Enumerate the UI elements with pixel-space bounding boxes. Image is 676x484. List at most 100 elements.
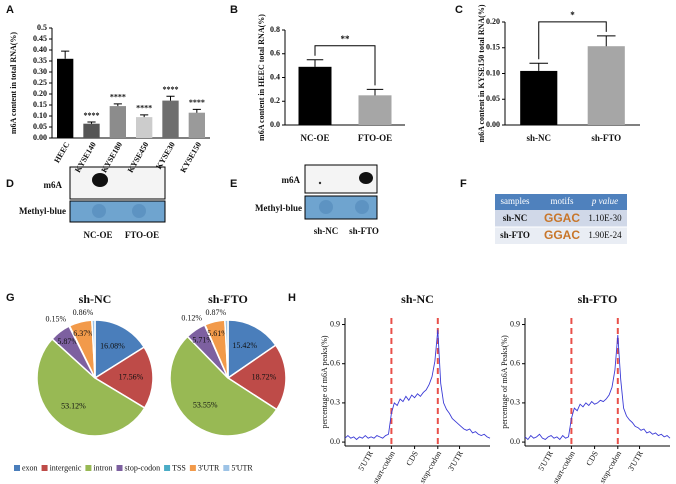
error-bar — [166, 95, 175, 101]
pie-title: sh-NC — [79, 292, 112, 306]
legend-label: intron — [93, 463, 112, 472]
blot-sample-label: sh-NC — [314, 226, 339, 236]
y-tick-label: 0.20 — [486, 17, 500, 26]
y-tick-label: 0.9 — [510, 319, 520, 328]
motif-logo: GGAC — [544, 211, 580, 225]
y-tick-label: 0.6 — [510, 359, 520, 368]
x-tick-label: stop-codon — [418, 449, 444, 484]
error-bar — [192, 108, 201, 113]
line-series — [344, 329, 491, 441]
y-tick-label: 0.05 — [486, 94, 500, 103]
significance-label: **** — [189, 98, 205, 107]
legend-swatch — [41, 465, 48, 471]
pie-value-label: 5.87% — [57, 337, 78, 346]
table-row — [495, 210, 627, 227]
pie-value-label: 0.87% — [206, 308, 227, 317]
x-tick-label: start-codon — [371, 449, 397, 484]
y-tick-label: 0.0 — [330, 437, 340, 446]
x-tick-label: KYSE150 — [178, 140, 203, 174]
x-tick-label: CDS — [404, 449, 420, 467]
y-axis-label: percentage of m6A peaks(%) — [320, 335, 329, 428]
significance-label: **** — [84, 111, 100, 120]
x-tick-label: NC-OE — [301, 133, 330, 143]
x-tick-label: 5'UTR — [356, 449, 375, 473]
blot-dot — [319, 200, 333, 214]
x-tick-label: 3'UTR — [446, 449, 465, 473]
blot-box — [69, 200, 166, 223]
panel-label: D — [6, 178, 14, 190]
legend-swatch — [85, 465, 92, 471]
panel-label: G — [6, 292, 15, 304]
blot-row-label: m6A — [282, 175, 301, 185]
bar — [358, 95, 392, 125]
pie-value-label: 5.71% — [192, 335, 213, 344]
blot-dot — [132, 204, 146, 218]
pie-value-label: 6.37% — [73, 329, 94, 338]
motif-table: samples motifs p value sh-NC GGAC 1.10E-… — [495, 194, 627, 244]
legend-swatch — [223, 465, 230, 471]
error-bar — [306, 59, 324, 67]
legend-label: intergenic — [50, 463, 82, 472]
pie-value-label: 53.55% — [193, 401, 218, 410]
y-tick-label: 0.6 — [330, 359, 340, 368]
blot-dot — [318, 181, 322, 185]
bar — [298, 66, 332, 125]
blot-row-label: m6A — [44, 180, 63, 190]
blot-sample-label: sh-FTO — [349, 226, 379, 236]
y-tick-label: 0.15 — [486, 43, 500, 52]
pie-slice — [93, 346, 154, 409]
blot-row-label: Methyl-blue — [19, 206, 66, 216]
table-cell: 1.90E-24 — [588, 230, 622, 240]
x-tick-label: CDS — [584, 449, 600, 467]
table-row — [495, 227, 627, 244]
panel-label: A — [6, 4, 14, 16]
error-bar — [87, 121, 96, 124]
table-header — [495, 194, 627, 210]
significance-bracket — [538, 21, 607, 60]
pie-slice — [94, 319, 146, 380]
panel-label: C — [455, 4, 463, 16]
x-tick-label: start-codon — [551, 449, 577, 484]
error-bar — [61, 50, 70, 59]
bar — [136, 117, 153, 138]
pie-title: sh-FTO — [208, 292, 248, 306]
y-tick-label: 0.2 — [270, 96, 280, 105]
y-tick-label: 0.40 — [33, 45, 47, 54]
pie-value-label: 18.72% — [252, 372, 277, 381]
y-tick-label: 0.8 — [270, 25, 280, 34]
panel-label: E — [230, 178, 237, 190]
pie-value-label: 0.12% — [181, 313, 202, 322]
bar — [83, 123, 100, 138]
y-tick-label: 0.0 — [270, 120, 280, 129]
significance-label: **** — [136, 104, 152, 113]
motif-logo: GGAC — [544, 228, 580, 242]
blot-dot — [92, 204, 106, 218]
error-bar — [366, 88, 384, 96]
x-tick-label: sh-NC — [526, 133, 551, 143]
y-tick-label: 0.20 — [33, 89, 47, 98]
table-header-cell: samples — [501, 196, 530, 206]
error-bar — [140, 114, 149, 118]
y-tick-label: 0.4 — [270, 72, 280, 81]
blot-dot — [359, 172, 373, 184]
y-tick-label: 0.35 — [33, 56, 47, 65]
pie-slice — [226, 344, 287, 411]
legend-swatch — [116, 465, 123, 471]
legend-label: stop-codon — [125, 463, 161, 472]
error-bar — [529, 62, 549, 71]
pie-value-label: 5.61% — [207, 329, 228, 338]
significance-label: **** — [110, 93, 126, 102]
y-tick-label: 0.6 — [270, 49, 280, 58]
y-tick-label: 0.05 — [33, 122, 47, 131]
error-bar — [596, 35, 616, 47]
x-tick-label: FTO-OE — [358, 133, 392, 143]
legend-label: TSS — [172, 463, 186, 472]
error-bar — [113, 103, 122, 107]
legend-label: exon — [22, 463, 38, 472]
bar — [587, 46, 625, 125]
pie-value-label: 17.56% — [119, 373, 144, 382]
pie-value-label: 53.12% — [61, 402, 86, 411]
table-header-cell: p value — [591, 196, 618, 206]
blot-box — [69, 166, 166, 200]
blot-dot — [92, 173, 108, 187]
